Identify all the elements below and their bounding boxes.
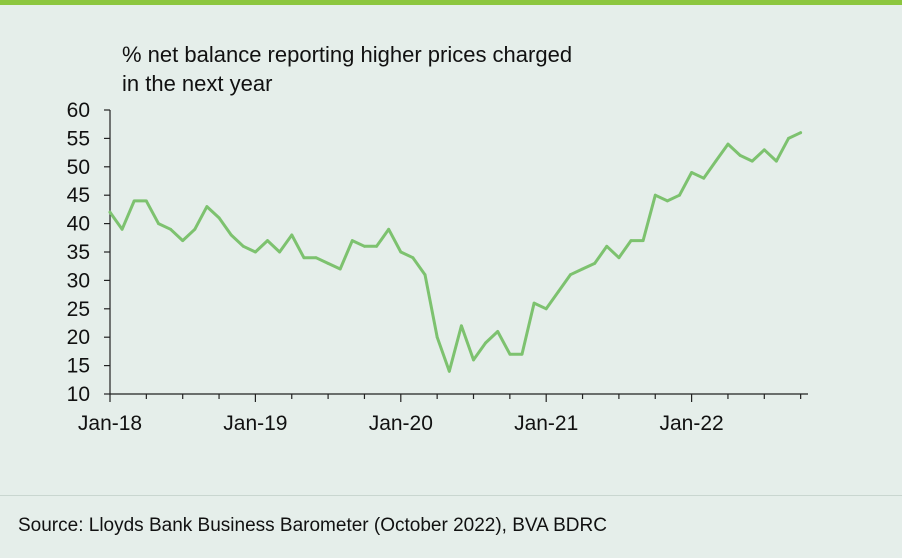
data-point xyxy=(762,148,766,152)
source-note: Source: Lloyds Bank Business Barometer (… xyxy=(18,515,607,536)
data-point xyxy=(181,239,185,243)
footer-divider xyxy=(0,495,902,496)
data-point xyxy=(278,250,281,254)
data-point xyxy=(472,358,475,362)
data-point xyxy=(569,273,572,277)
data-point xyxy=(714,159,718,163)
data-point xyxy=(302,256,306,260)
data-point xyxy=(775,159,778,163)
y-tick-label: 15 xyxy=(67,355,90,378)
data-point xyxy=(605,244,609,248)
chart-title: % net balance reporting higher prices ch… xyxy=(122,40,682,98)
x-axis: Jan-18 Jan-19 Jan-20 Jan-21 Jan-22 xyxy=(78,393,808,435)
y-tick-label: 40 xyxy=(67,213,90,236)
data-point xyxy=(399,250,403,254)
data-point xyxy=(629,239,633,243)
data-point xyxy=(544,307,548,311)
data-point xyxy=(435,335,439,339)
data-point xyxy=(690,171,693,174)
data-point xyxy=(617,256,621,260)
data-point xyxy=(653,193,657,197)
x-tick-label: Jan-21 xyxy=(514,412,578,435)
data-point xyxy=(326,262,330,265)
data-point xyxy=(254,250,257,254)
data-point xyxy=(738,154,742,157)
data-point xyxy=(169,227,173,231)
data-point xyxy=(581,267,584,271)
data-point xyxy=(484,341,487,345)
data-point xyxy=(157,222,160,226)
data-point xyxy=(120,227,124,231)
data-point xyxy=(593,262,597,265)
data-point xyxy=(132,199,136,203)
data-point xyxy=(460,324,463,328)
data-point xyxy=(217,216,221,220)
data-point xyxy=(496,330,500,333)
data-point xyxy=(411,256,415,260)
data-point xyxy=(787,137,790,140)
data-point xyxy=(375,244,378,248)
y-tick-label: 50 xyxy=(67,156,90,179)
x-tick-label: Jan-22 xyxy=(659,412,723,435)
data-point xyxy=(556,290,560,294)
y-tick-label: 10 xyxy=(67,383,90,406)
data-point xyxy=(108,210,112,214)
data-point xyxy=(266,239,269,243)
x-tick-label: Jan-20 xyxy=(369,412,433,435)
data-point xyxy=(205,205,209,209)
data-point xyxy=(363,244,366,248)
data-point xyxy=(350,239,354,243)
chart-title-line-2: in the next year xyxy=(122,71,273,96)
data-point xyxy=(338,267,342,271)
chart-title-line-1: % net balance reporting higher prices ch… xyxy=(122,42,573,67)
data-point xyxy=(447,369,451,373)
data-point xyxy=(508,352,512,356)
line-chart: 10 15 20 25 30 35 40 45 50 55 60 Jan-18 Jan-19 Jan-2… xyxy=(67,99,808,435)
data-point xyxy=(666,199,669,203)
data-point xyxy=(532,301,536,305)
y-tick-label: 60 xyxy=(67,99,90,122)
y-axis: 10 15 20 25 30 35 40 45 50 55 60 xyxy=(67,99,111,406)
y-tick-label: 35 xyxy=(67,241,90,264)
y-tick-label: 55 xyxy=(67,127,90,150)
data-point xyxy=(799,131,802,135)
y-tick-label: 30 xyxy=(67,269,90,292)
data-point xyxy=(750,159,754,163)
y-tick-label: 20 xyxy=(67,326,90,349)
data-point xyxy=(702,176,706,180)
top-accent-rule xyxy=(0,0,902,5)
data-point xyxy=(290,233,294,237)
data-point xyxy=(314,256,318,260)
x-tick-label: Jan-18 xyxy=(78,412,142,435)
data-point xyxy=(423,273,427,277)
data-point xyxy=(641,239,645,243)
data-point xyxy=(144,199,148,203)
series-group xyxy=(108,131,803,373)
y-tick-label: 45 xyxy=(67,184,90,207)
data-point xyxy=(229,233,233,237)
data-point xyxy=(726,142,730,146)
data-point xyxy=(387,227,391,231)
data-point xyxy=(678,193,681,197)
data-point xyxy=(241,244,245,248)
y-tick-label: 25 xyxy=(67,298,90,321)
series-line xyxy=(108,131,803,373)
x-tick-label: Jan-19 xyxy=(223,412,287,435)
data-point xyxy=(520,352,524,356)
data-point xyxy=(193,227,197,231)
